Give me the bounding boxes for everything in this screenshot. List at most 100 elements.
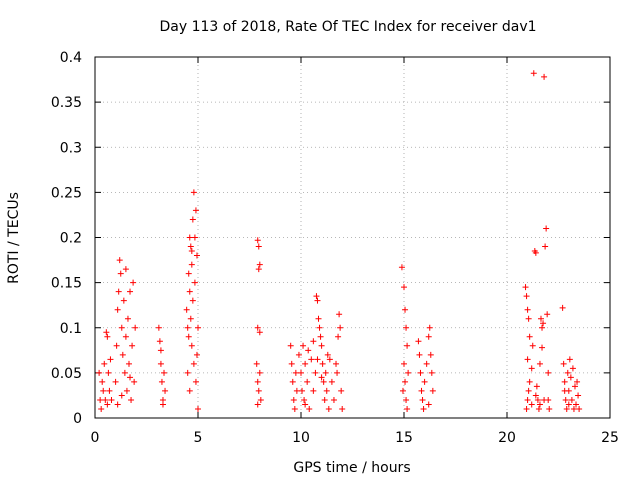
data-point xyxy=(401,284,407,291)
data-point xyxy=(576,405,583,412)
data-point xyxy=(120,297,127,304)
data-point xyxy=(132,324,139,331)
data-point xyxy=(255,387,262,394)
data-point xyxy=(425,401,432,408)
data-point xyxy=(300,342,307,349)
data-point xyxy=(118,324,125,331)
data-point xyxy=(128,396,135,403)
plot-frame xyxy=(94,56,611,419)
data-point xyxy=(427,351,434,358)
data-point xyxy=(195,324,201,331)
data-point xyxy=(188,248,195,255)
data-point xyxy=(324,351,331,358)
data-point xyxy=(256,369,263,376)
data-point xyxy=(100,387,107,394)
data-point xyxy=(568,396,575,403)
data-point xyxy=(420,405,427,412)
data-point xyxy=(546,405,553,412)
data-point xyxy=(524,396,531,403)
data-point xyxy=(155,324,162,331)
data-point xyxy=(404,342,411,349)
data-point xyxy=(308,356,315,363)
y-tick-label: 0.15 xyxy=(51,276,82,292)
data-point xyxy=(124,315,131,322)
data-point xyxy=(313,293,320,300)
data-point xyxy=(289,378,296,385)
data-point xyxy=(536,360,543,367)
data-point xyxy=(102,396,109,403)
data-point xyxy=(334,369,341,376)
data-point xyxy=(156,338,163,345)
data-point xyxy=(333,360,340,367)
data-point xyxy=(184,369,191,376)
data-point xyxy=(287,342,294,349)
data-point xyxy=(254,401,261,408)
data-point xyxy=(523,293,530,300)
data-point xyxy=(188,261,195,268)
data-point xyxy=(528,365,535,372)
data-point xyxy=(254,237,261,244)
data-point xyxy=(573,401,580,408)
data-point xyxy=(534,396,541,403)
data-point xyxy=(115,288,122,295)
x-tick-label: 20 xyxy=(498,430,516,446)
data-point xyxy=(99,378,106,385)
data-point xyxy=(561,378,568,385)
data-point xyxy=(127,374,134,381)
data-point xyxy=(320,378,327,385)
data-point xyxy=(401,360,407,367)
data-point xyxy=(418,387,425,394)
data-point xyxy=(114,401,121,408)
data-point xyxy=(113,342,120,349)
data-point xyxy=(566,356,573,363)
data-point xyxy=(336,311,343,318)
data-point xyxy=(125,360,132,367)
data-point xyxy=(415,338,422,345)
data-point xyxy=(185,333,192,340)
data-points xyxy=(96,70,583,412)
data-point xyxy=(526,333,533,340)
data-point xyxy=(402,378,409,385)
data-point xyxy=(403,396,410,403)
data-point xyxy=(338,387,345,394)
data-point xyxy=(131,378,138,385)
data-point xyxy=(159,401,166,408)
data-point xyxy=(416,351,423,358)
y-tick-label: 0.1 xyxy=(60,321,82,337)
data-point xyxy=(157,347,164,354)
data-point xyxy=(104,401,111,408)
data-point xyxy=(254,378,261,385)
data-point xyxy=(185,270,192,277)
data-point xyxy=(112,378,119,385)
chart-title: Day 113 of 2018, Rate Of TEC Index for r… xyxy=(159,19,536,35)
data-point xyxy=(575,392,582,399)
data-point xyxy=(318,342,325,349)
data-point xyxy=(428,369,435,376)
data-point xyxy=(532,392,539,399)
data-point xyxy=(255,243,262,250)
data-point xyxy=(162,387,169,394)
data-point xyxy=(306,405,313,412)
data-point xyxy=(524,306,531,313)
data-point xyxy=(337,324,344,331)
data-point xyxy=(310,338,317,345)
data-point xyxy=(330,396,337,403)
x-tick-label: 25 xyxy=(601,430,619,446)
data-point xyxy=(192,207,199,214)
data-point xyxy=(127,288,134,295)
data-point xyxy=(103,329,110,336)
x-tick-label: 0 xyxy=(91,430,100,446)
data-point xyxy=(567,374,574,381)
data-point xyxy=(253,360,260,367)
data-point xyxy=(323,387,330,394)
data-point xyxy=(524,356,531,363)
data-point xyxy=(316,324,323,331)
data-point xyxy=(310,387,317,394)
data-point xyxy=(319,360,326,367)
data-point xyxy=(158,378,165,385)
data-point xyxy=(543,225,550,232)
data-point xyxy=(288,360,295,367)
data-point xyxy=(328,378,335,385)
data-point xyxy=(187,315,194,322)
data-point xyxy=(254,324,261,331)
